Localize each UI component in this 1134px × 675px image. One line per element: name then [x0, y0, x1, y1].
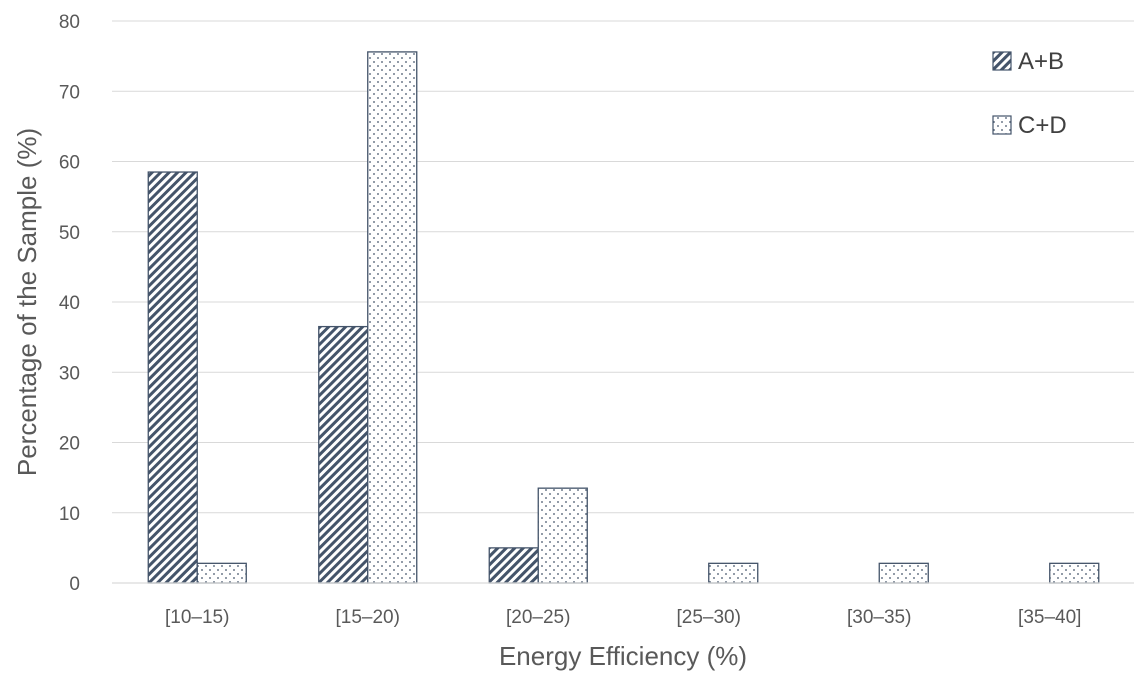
legend: A+B C+D	[992, 48, 1067, 139]
gridlines	[112, 20, 1134, 514]
y-tick-label: 80	[59, 12, 80, 33]
bar-cd-1	[367, 51, 418, 584]
legend-label: C+D	[1018, 112, 1067, 139]
bar-ab-1	[318, 325, 369, 584]
bar-cd-0	[196, 562, 247, 584]
legend-label: A+B	[1018, 48, 1064, 75]
x-tick-label: [20–25)	[506, 607, 570, 628]
bar-cd-4	[878, 562, 929, 584]
y-tick-label: 70	[59, 82, 80, 103]
x-tick-label: [35–40]	[1018, 607, 1081, 628]
y-tick-label: 40	[59, 293, 80, 314]
x-tick-label: [30–35)	[847, 607, 911, 628]
x-axis-title: Energy Efficiency (%)	[499, 641, 747, 671]
y-tick-label: 20	[59, 434, 80, 455]
x-tick-label: [25–30)	[677, 607, 741, 628]
y-tick-label: 0	[69, 574, 80, 595]
legend-swatch-ab	[992, 51, 1012, 71]
bar-cd-3	[708, 562, 759, 584]
y-tick-label: 10	[59, 504, 80, 525]
legend-swatch-cd	[992, 115, 1012, 135]
y-tick-label: 60	[59, 153, 80, 174]
y-tick-label: 50	[59, 223, 80, 244]
bar-cd-5	[1049, 562, 1100, 584]
x-tick-label: [10–15)	[165, 607, 229, 628]
bars	[147, 51, 1100, 584]
bar-ab-2	[488, 547, 539, 584]
y-axis-title: Percentage of the Sample (%)	[12, 128, 42, 476]
bar-cd-2	[537, 487, 588, 584]
axes: 0 10 20 30 40 50 60 70 80 [10–15) [15–20) [20–25) [2…	[59, 12, 1134, 628]
y-tick-label: 30	[59, 363, 80, 384]
x-tick-label: [15–20)	[336, 607, 400, 628]
bar-ab-0	[147, 171, 198, 584]
